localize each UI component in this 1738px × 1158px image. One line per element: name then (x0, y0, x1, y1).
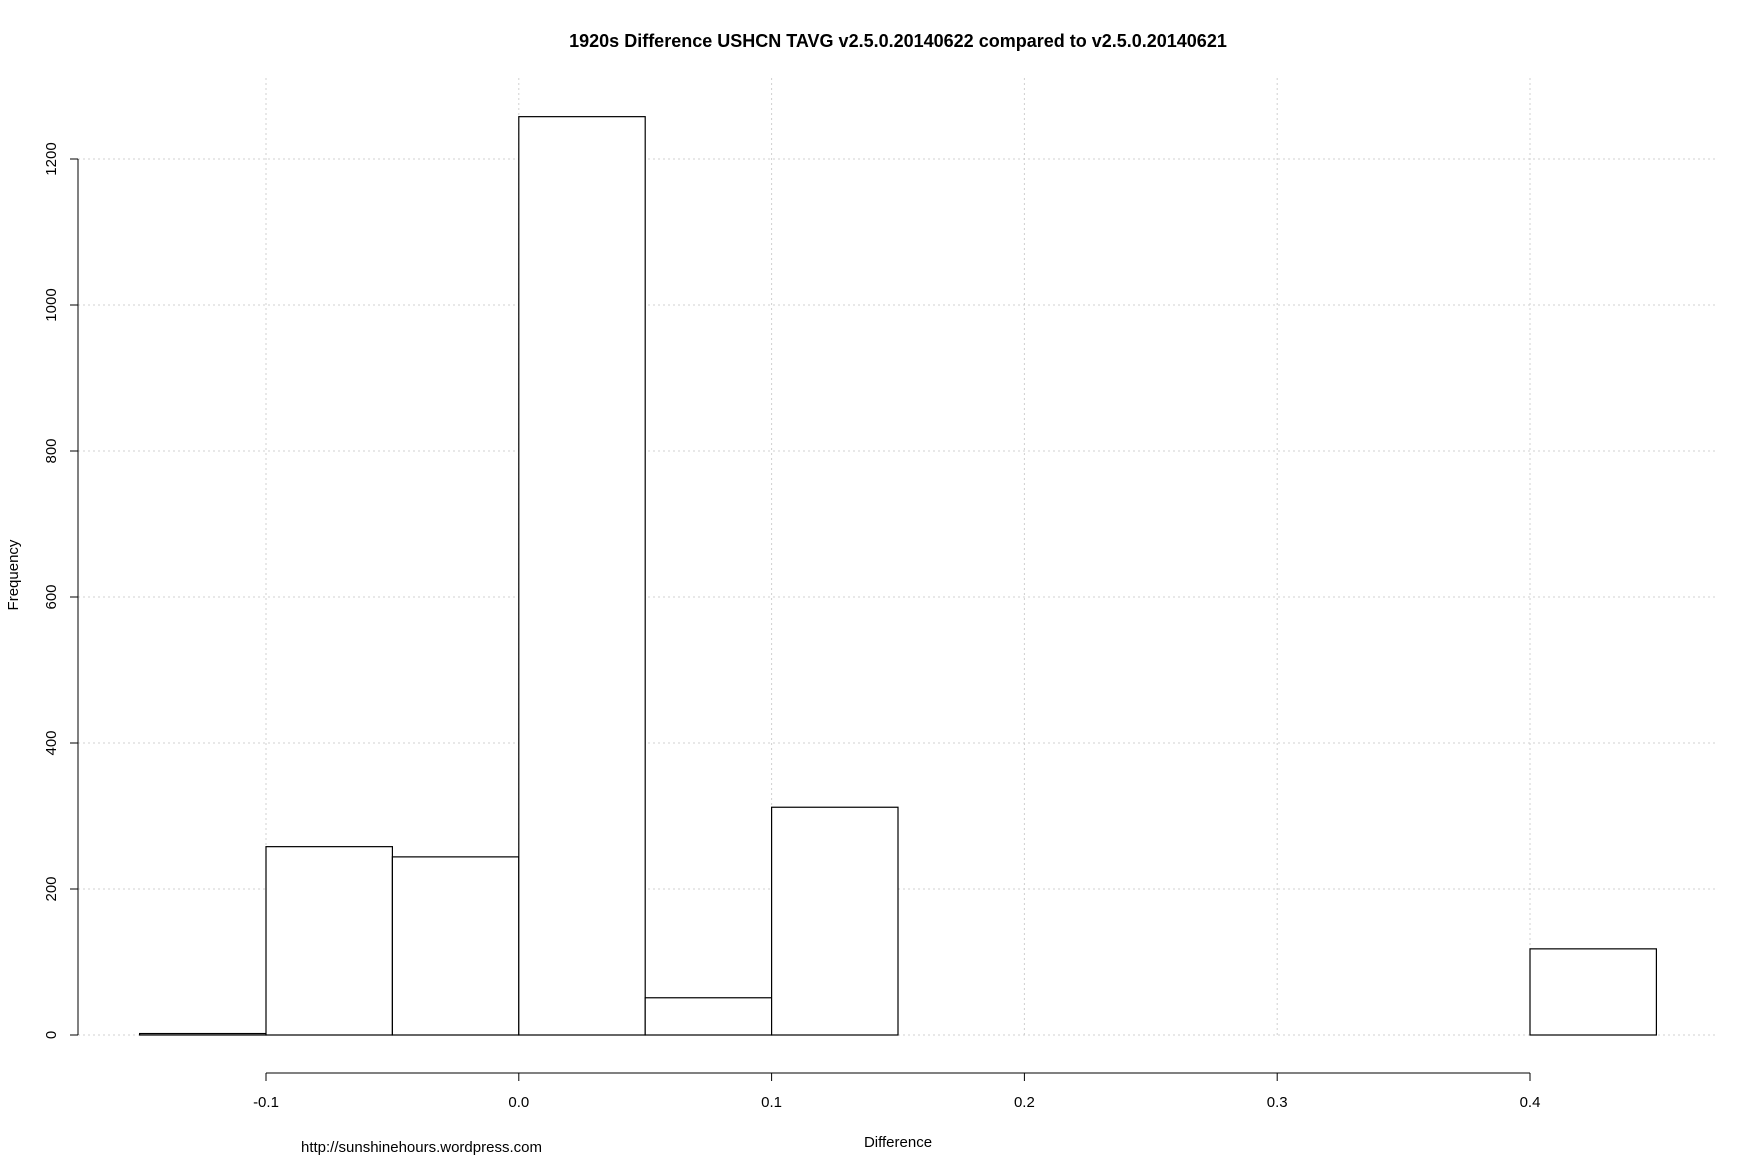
x-tick-label: 0.3 (1267, 1094, 1288, 1111)
y-tick-label: 800 (43, 438, 60, 463)
bars (139, 116, 1658, 1036)
x-tick-label: 0.1 (761, 1094, 782, 1111)
x-tick-label: -0.1 (253, 1094, 279, 1111)
histogram-bar (770, 806, 899, 1036)
chart-title: 1920s Difference USHCN TAVG v2.5.0.20140… (569, 31, 1227, 51)
histogram-bar (644, 997, 773, 1036)
y-tick-label: 200 (43, 876, 60, 901)
x-axis-label: Difference (864, 1134, 932, 1151)
y-tick-label: 0 (43, 1031, 60, 1039)
x-tick-label: 0.2 (1014, 1094, 1035, 1111)
histogram-bar (139, 1032, 267, 1036)
x-tick-label: 0.4 (1520, 1094, 1541, 1111)
y-tick-label: 600 (43, 584, 60, 609)
histogram-bar (1529, 948, 1658, 1036)
credit-text: http://sunshinehours.wordpress.com (301, 1139, 542, 1156)
x-axis: -0.1 0.0 0.1 0.2 0.3 0.4 (253, 1072, 1541, 1111)
y-tick-label: 400 (43, 730, 60, 755)
y-axis-label: Frequency (5, 539, 22, 610)
y-tick-label: 1200 (43, 142, 60, 175)
histogram-bar (518, 116, 646, 1036)
histogram-bar (391, 856, 520, 1036)
y-axis: 0 200 400 600 800 1000 1200 (43, 142, 79, 1039)
histogram-bar (265, 846, 394, 1036)
y-tick-label: 1000 (43, 288, 60, 321)
grid (78, 78, 1716, 1036)
x-tick-label: 0.0 (508, 1094, 529, 1111)
